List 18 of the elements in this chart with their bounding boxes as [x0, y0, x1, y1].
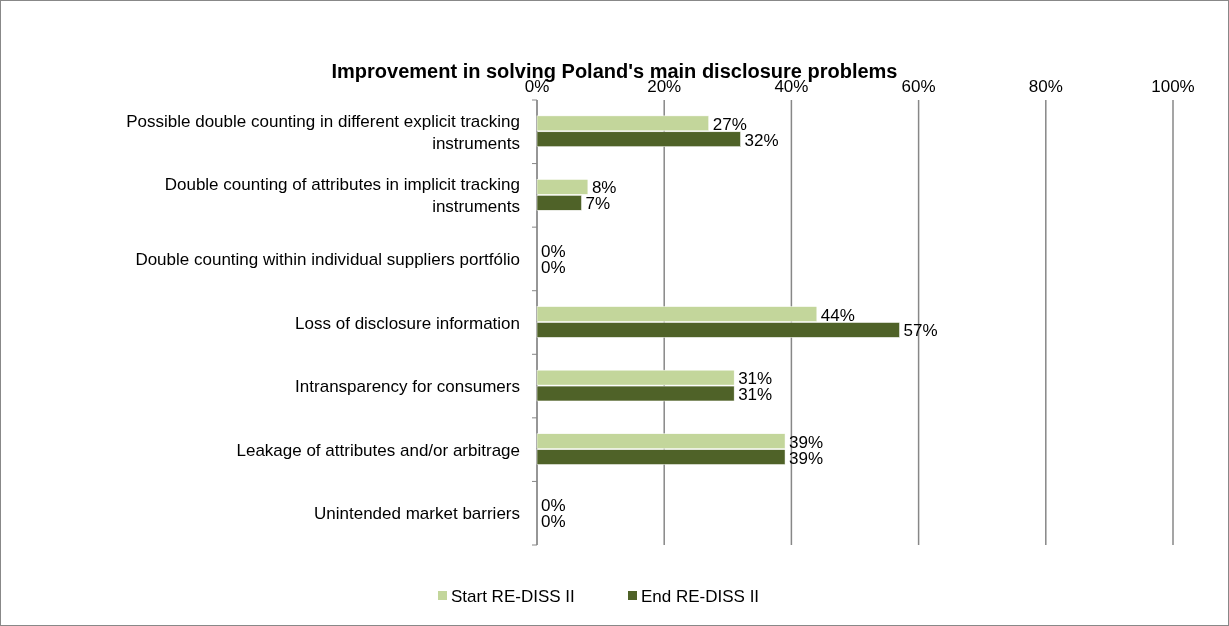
data-label: 32%	[744, 130, 779, 150]
legend-label: Start RE-DISS II	[451, 587, 575, 606]
data-label: 27%	[712, 114, 747, 134]
y-tick-label: Double counting within individual suppliers portfólio	[135, 249, 520, 269]
y-tick-label: Loss of disclosure information	[295, 313, 520, 333]
x-tick-label: 80%	[1028, 77, 1063, 96]
x-tick-label: 20%	[647, 77, 682, 96]
y-tick-label: Intransparency for consumers	[295, 377, 520, 397]
y-tick-label: Unintended market barriers	[314, 504, 520, 524]
data-label: 44%	[820, 305, 855, 325]
x-tick-label: 100%	[1151, 77, 1195, 96]
data-label: 57%	[903, 321, 938, 341]
y-tick-label: Double counting of attributes in implicit tracking instruments	[164, 175, 520, 217]
legend-label: End RE-DISS II	[641, 587, 760, 606]
y-tick-label: Leakage of attributes and/or arbitrage	[236, 440, 520, 460]
y-tick-label: Possible double counting in different explicit tracking instruments	[126, 111, 520, 153]
x-tick-label: 60%	[901, 77, 936, 96]
x-tick-label: 40%	[774, 77, 809, 96]
